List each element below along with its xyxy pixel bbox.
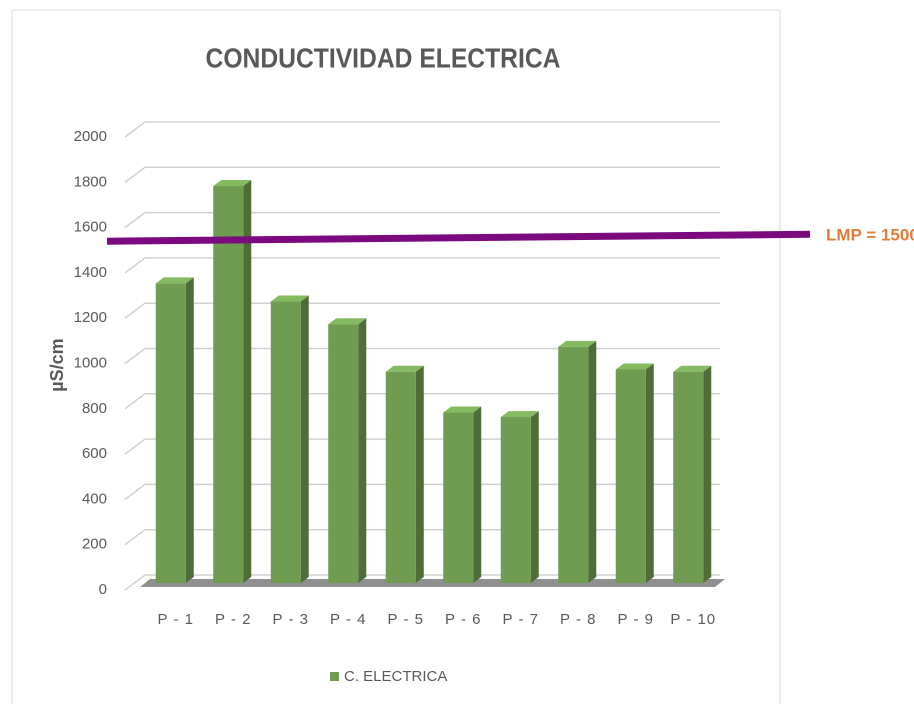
grid-line [124, 302, 720, 319]
bar [558, 346, 589, 583]
grid-line [124, 166, 720, 183]
bar [155, 283, 186, 583]
bar-top [270, 295, 309, 302]
bar-top [558, 340, 597, 347]
bar [270, 301, 301, 583]
x-tick-label: P - 8 [560, 611, 596, 628]
legend-swatch [330, 672, 339, 681]
chart-frame [11, 9, 781, 704]
bar-top [213, 180, 252, 187]
bar-side [358, 318, 367, 583]
y-tick-label: 1400 [74, 264, 107, 281]
x-tick-label: P - 10 [670, 611, 716, 628]
bar-top [443, 406, 482, 413]
bar [500, 417, 531, 583]
bar [328, 324, 359, 583]
grid-line [124, 393, 720, 410]
x-tick-label: P - 2 [215, 611, 251, 628]
bar [443, 412, 474, 583]
y-tick-label: 1600 [74, 219, 107, 236]
bar-side [473, 406, 482, 583]
y-axis-label: µS/cm [47, 338, 67, 391]
reference-label: LMP = 1500 [826, 226, 914, 245]
x-tick-label: P - 4 [330, 611, 366, 628]
grid-line [124, 121, 720, 138]
bar [673, 371, 704, 583]
grid-line [124, 257, 720, 274]
bar-top [500, 411, 539, 418]
bar [615, 369, 646, 583]
y-tick-label: 2000 [74, 128, 107, 145]
x-tick-label: P - 1 [158, 611, 194, 628]
y-tick-label: 600 [82, 445, 107, 462]
bar-side [530, 411, 539, 583]
bar-side [243, 180, 252, 583]
bar [385, 371, 416, 583]
bar [213, 186, 244, 583]
y-tick-label: 400 [82, 490, 107, 507]
y-tick-label: 1000 [74, 354, 107, 371]
bar-side [703, 365, 712, 583]
bar-side [645, 363, 654, 583]
bar-top [328, 318, 367, 325]
grid-line [124, 211, 720, 229]
y-tick-label: 200 [82, 536, 107, 553]
x-tick-label: P - 7 [503, 611, 539, 628]
reference-line [106, 230, 811, 245]
bar-side [588, 340, 597, 583]
x-tick-label: P - 3 [273, 611, 309, 628]
legend-label: C. ELECTRICA [344, 668, 447, 685]
bar-top [615, 363, 654, 370]
y-tick-label: 0 [99, 581, 107, 598]
bar-top [385, 365, 424, 372]
y-tick-label: 1200 [74, 309, 107, 326]
bar-side [300, 295, 309, 583]
x-tick-label: P - 5 [388, 611, 424, 628]
bar-side [185, 277, 194, 583]
chart-title: CONDUCTIVIDAD ELECTRICA [206, 42, 561, 73]
bar-side [415, 365, 424, 583]
grid-line [124, 347, 720, 365]
y-tick-label: 1800 [74, 173, 107, 190]
x-tick-label: P - 6 [445, 611, 481, 628]
bar-top [673, 365, 712, 372]
y-tick-label: 800 [82, 400, 107, 417]
x-tick-label: P - 9 [618, 611, 654, 628]
bar-top [155, 277, 194, 284]
